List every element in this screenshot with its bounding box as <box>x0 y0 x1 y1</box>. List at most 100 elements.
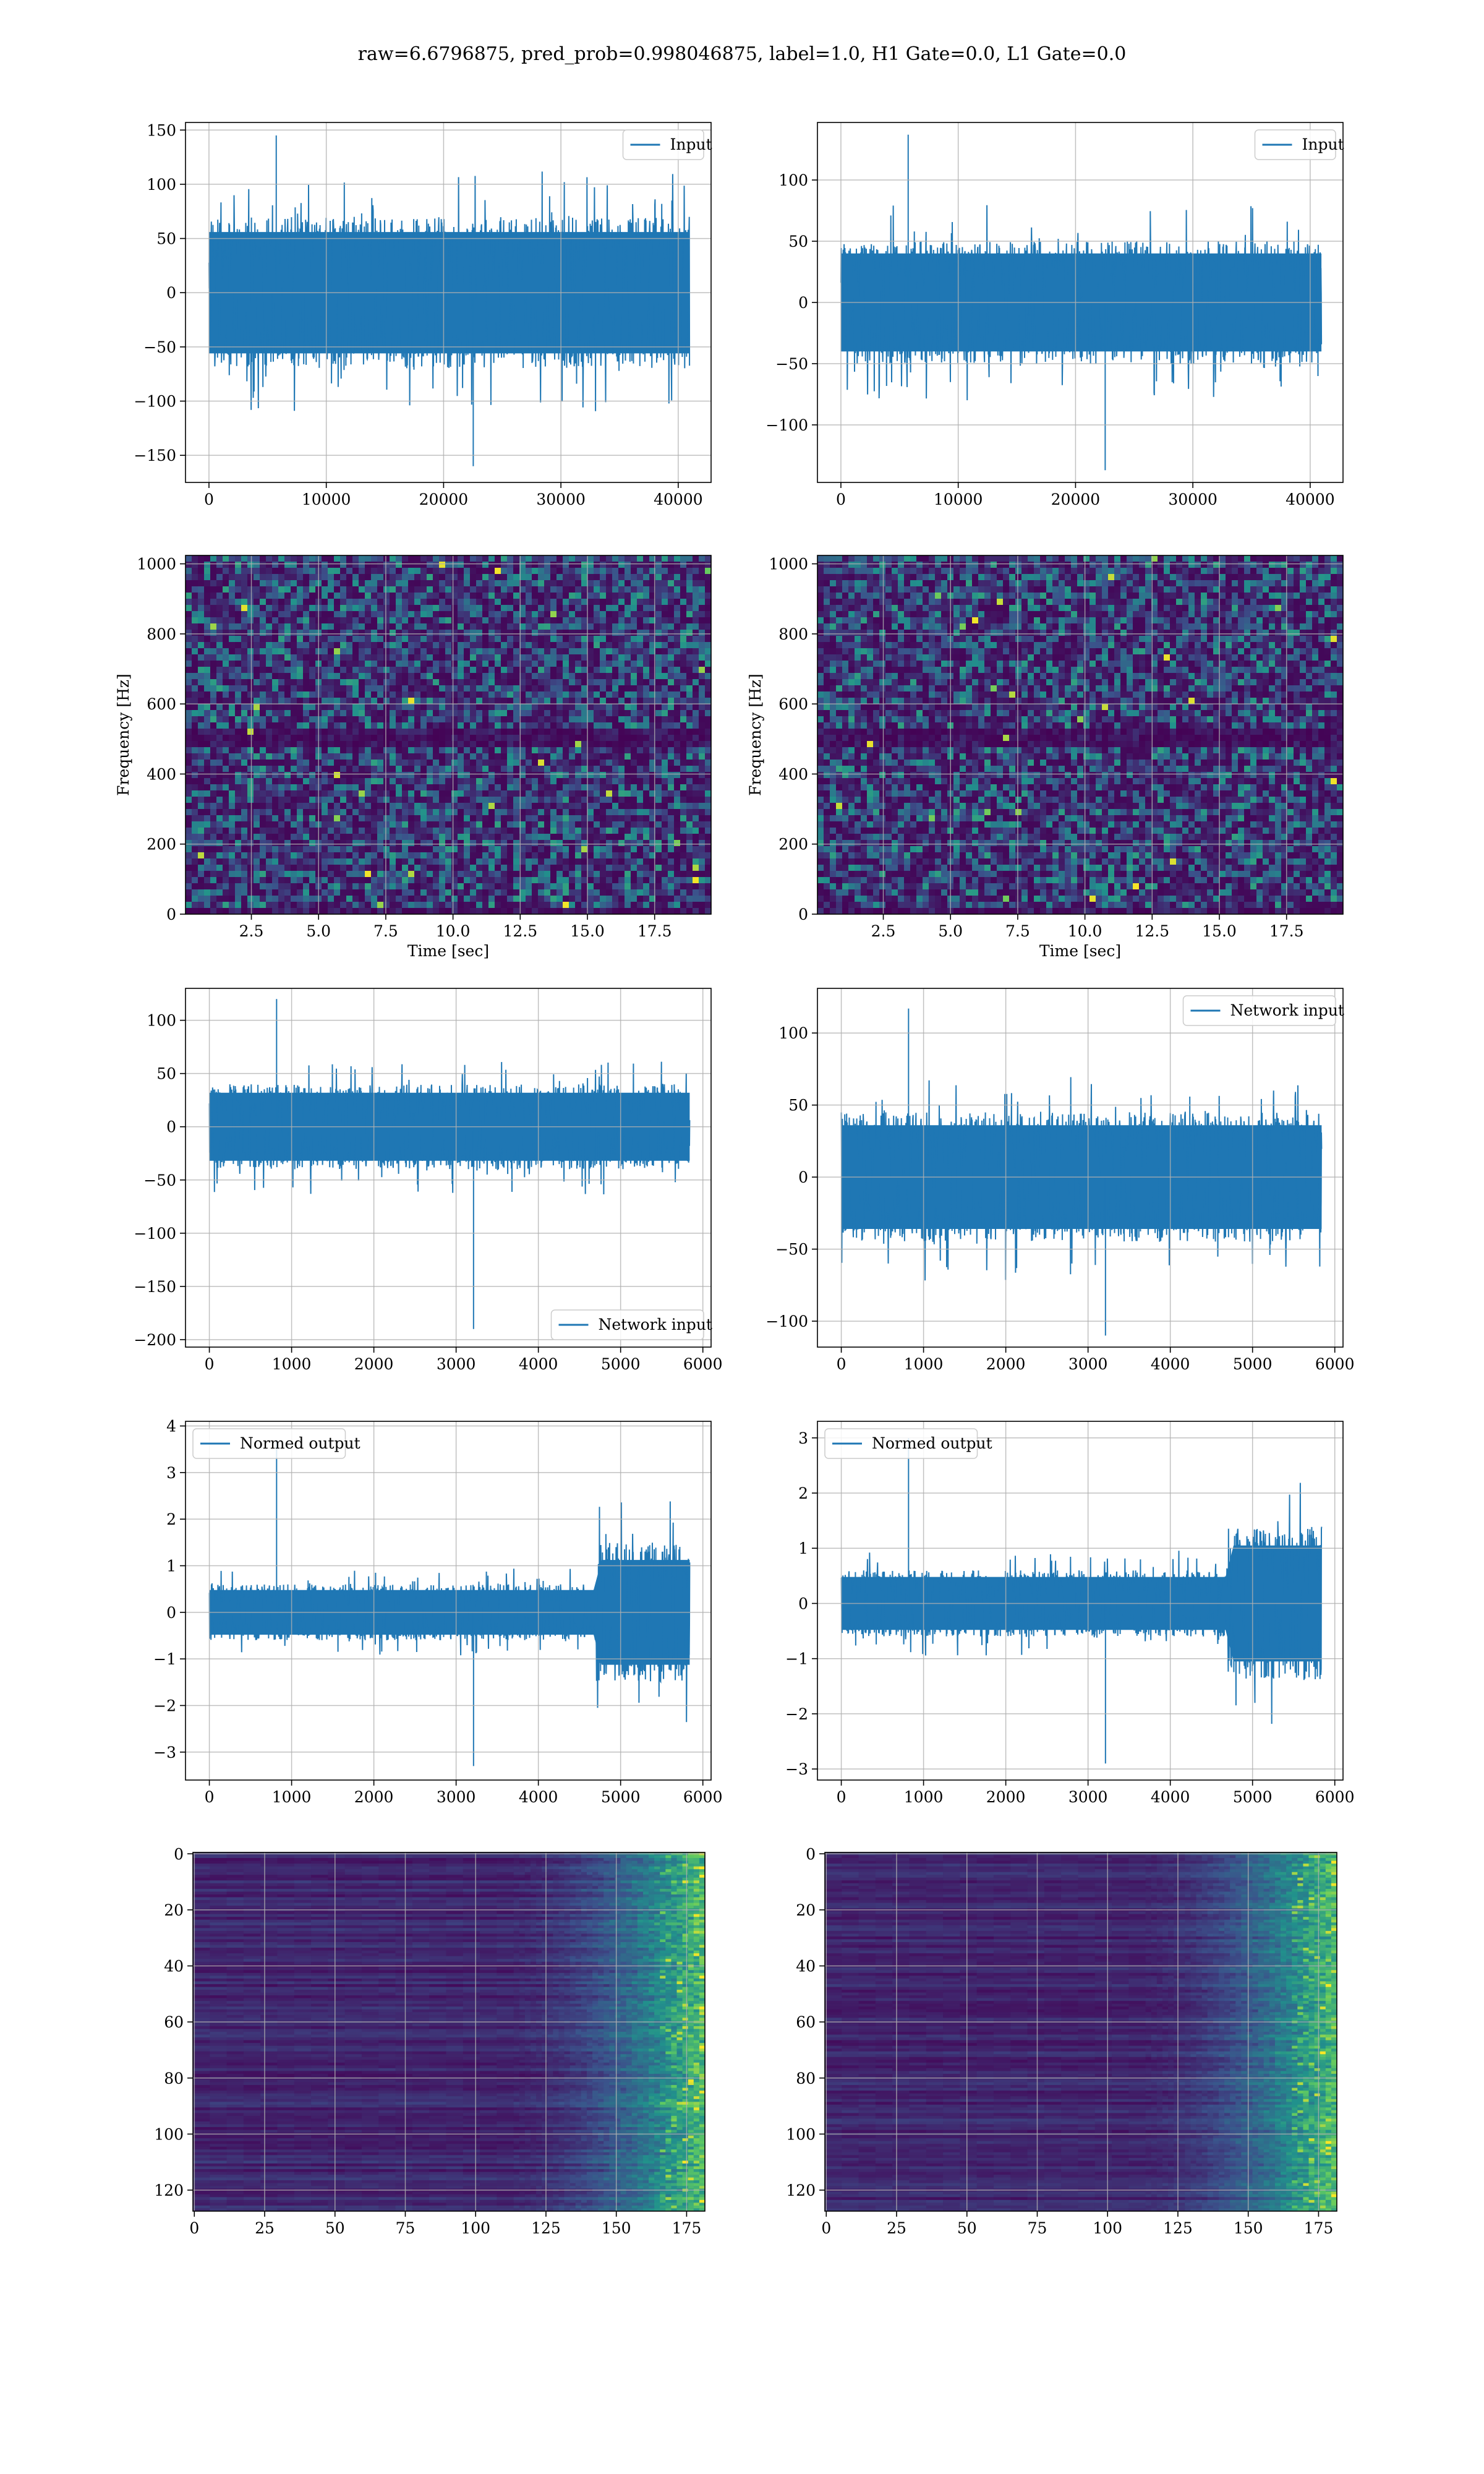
heatmap-cell <box>322 704 328 711</box>
heatmap-cell <box>254 803 260 810</box>
heatmap-cell <box>266 797 273 803</box>
heatmap-cell <box>229 858 236 865</box>
heatmap-cell <box>637 648 644 655</box>
heatmap-cell <box>266 654 273 661</box>
heatmap-cell <box>328 828 335 834</box>
heatmap-cell <box>303 605 310 612</box>
heatmap-cell <box>284 586 291 593</box>
heatmap-cell <box>377 580 384 587</box>
heatmap-cell <box>507 871 514 878</box>
heatmap-cell <box>655 790 662 797</box>
heatmap-cell <box>488 908 495 914</box>
heatmap-cell <box>569 568 576 575</box>
heatmap-cell <box>297 883 304 890</box>
heatmap-cell <box>631 568 638 575</box>
heatmap-cell <box>328 858 335 865</box>
heatmap-cell <box>371 642 378 649</box>
heatmap-cell <box>272 815 279 822</box>
heatmap-cell <box>247 623 254 630</box>
heatmap-cell <box>309 809 316 816</box>
heatmap-cell <box>476 605 483 612</box>
heatmap-cell <box>408 685 415 692</box>
heatmap-cell <box>309 568 316 575</box>
heatmap-cell <box>569 871 576 878</box>
heatmap-cell <box>526 741 532 748</box>
heatmap-cell <box>247 889 254 896</box>
heatmap-cell <box>235 605 242 612</box>
heatmap-cell <box>377 797 384 803</box>
heatmap-cell <box>427 704 433 711</box>
heatmap-cell <box>507 778 514 785</box>
heatmap-cell <box>192 593 198 599</box>
heatmap-cell <box>241 555 248 562</box>
heatmap-cell <box>575 704 582 711</box>
heatmap-cell <box>476 809 483 816</box>
heatmap-cell <box>309 623 316 630</box>
heatmap-cell <box>507 883 514 890</box>
heatmap-cell <box>655 747 662 754</box>
heatmap-cell <box>643 747 650 754</box>
heatmap-cell <box>482 852 489 859</box>
heatmap-cell <box>272 741 279 748</box>
heatmap-cell <box>705 871 711 878</box>
heatmap-cell <box>359 698 365 704</box>
heatmap-cell <box>563 729 569 735</box>
heatmap-cell <box>297 679 304 686</box>
heatmap-cell <box>693 599 699 606</box>
heatmap-cell <box>241 654 248 661</box>
heatmap-cell <box>408 834 415 841</box>
heatmap-cell <box>210 772 217 779</box>
heatmap-cell <box>513 753 520 760</box>
heatmap-cell <box>680 840 687 847</box>
heatmap-cell <box>618 797 625 803</box>
heatmap-cell <box>334 790 341 797</box>
heatmap-cell <box>544 679 551 686</box>
heatmap-cell <box>383 586 390 593</box>
heatmap-cell <box>699 599 706 606</box>
heatmap-cell <box>519 623 526 630</box>
heatmap-cell <box>235 661 242 667</box>
heatmap-cell <box>587 858 594 865</box>
heatmap-cell <box>699 716 706 723</box>
heatmap-cell <box>705 729 711 735</box>
heatmap-cell <box>340 698 347 704</box>
heatmap-cell <box>328 599 335 606</box>
heatmap-cell <box>699 846 706 853</box>
heatmap-cell <box>488 673 495 680</box>
heatmap-cell <box>649 599 656 606</box>
heatmap-cell <box>210 716 217 723</box>
heatmap-cell <box>309 630 316 636</box>
heatmap-cell <box>563 617 569 624</box>
heatmap-cell <box>247 679 254 686</box>
heatmap-cell <box>420 654 427 661</box>
heatmap-cell <box>291 834 297 841</box>
heatmap-cell <box>414 654 421 661</box>
heatmap-cell <box>507 828 514 834</box>
heatmap-cell <box>439 809 446 816</box>
heatmap-cell <box>390 778 396 785</box>
heatmap-cell <box>297 753 304 760</box>
heatmap-cell <box>377 630 384 636</box>
heatmap-cell <box>674 803 681 810</box>
heatmap-cell <box>495 599 501 606</box>
heatmap-cell <box>377 821 384 828</box>
heatmap-cell <box>587 896 594 902</box>
heatmap-cell <box>427 889 433 896</box>
heatmap-cell <box>606 760 613 766</box>
heatmap-cell <box>563 908 569 914</box>
heatmap-cell <box>625 667 631 674</box>
heatmap-cell <box>223 858 229 865</box>
heatmap-cell <box>334 685 341 692</box>
heatmap-cell <box>235 902 242 909</box>
heatmap-cell <box>328 617 335 624</box>
heatmap-cell <box>377 883 384 890</box>
heatmap-cell <box>575 889 582 896</box>
heatmap-cell <box>513 741 520 748</box>
heatmap-cell <box>192 747 198 754</box>
heatmap-cell <box>204 661 211 667</box>
heatmap-cell <box>334 809 341 816</box>
heatmap-cell <box>501 846 508 853</box>
y-tick-label: 100 <box>147 176 176 194</box>
heatmap-cell <box>241 562 248 568</box>
heatmap-cell <box>303 586 310 593</box>
